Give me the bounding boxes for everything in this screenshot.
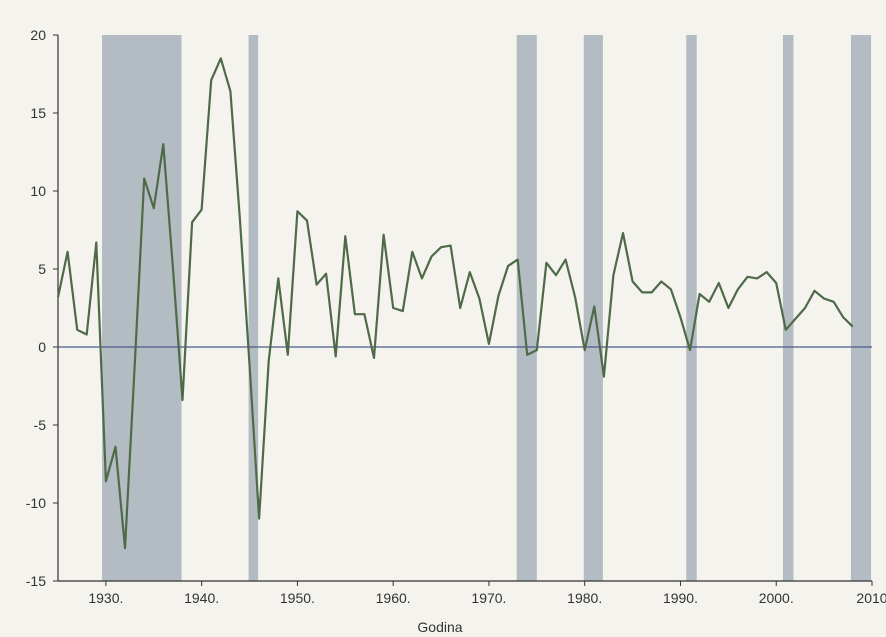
x-axis-title: Godina	[417, 619, 462, 635]
y-tick-label: 20	[30, 27, 46, 43]
y-tick-label: -5	[34, 417, 47, 433]
x-tick-label: 1960.	[376, 590, 411, 606]
y-tick-label: 10	[30, 183, 46, 199]
recession-band-1	[102, 35, 182, 581]
x-tick-label: 2000.	[759, 590, 794, 606]
series-line-1	[56, 57, 854, 550]
recession-band-5	[686, 35, 697, 581]
recession-band-2	[248, 35, 259, 581]
recession-bands	[102, 35, 872, 581]
recession-band-3	[516, 35, 537, 581]
x-tick-label: 2010	[856, 590, 886, 606]
recession-band-6	[782, 35, 794, 581]
x-tick-label: 1950.	[280, 590, 315, 606]
y-tick-label: 0	[38, 339, 46, 355]
recession-band-7	[850, 35, 872, 581]
tick-labels: 20 15 10 5 0 -5 -10 -15 1930. 1940. 1950. 1960. 1970…	[26, 27, 886, 606]
x-tick-label: 1990.	[663, 590, 698, 606]
y-tick-label: 5	[38, 261, 46, 277]
y-tick-label: -10	[26, 495, 46, 511]
x-tick-label: 1930.	[88, 590, 123, 606]
x-tick-label: 1980.	[567, 590, 602, 606]
y-tick-label: -15	[26, 573, 46, 589]
axes	[57, 35, 872, 582]
x-tick-label: 1970.	[471, 590, 506, 606]
y-tick-label: 15	[30, 105, 46, 121]
series-layer	[56, 57, 854, 550]
x-tick-label: 1940.	[184, 590, 219, 606]
